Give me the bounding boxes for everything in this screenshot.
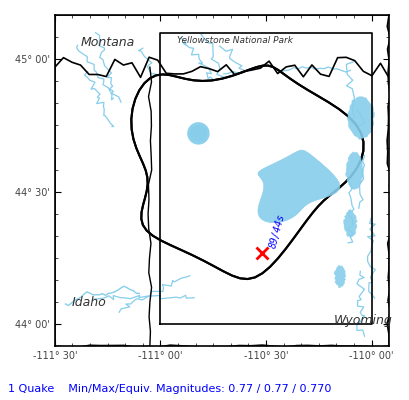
Text: Yellowstone National Park: Yellowstone National Park bbox=[177, 36, 292, 45]
Text: Idaho: Idaho bbox=[72, 296, 106, 309]
Polygon shape bbox=[131, 66, 362, 279]
Polygon shape bbox=[187, 123, 209, 144]
Text: 1 Quake    Min/Max/Equiv. Magnitudes: 0.77 / 0.77 / 0.770: 1 Quake Min/Max/Equiv. Magnitudes: 0.77 … bbox=[8, 384, 331, 394]
Polygon shape bbox=[257, 150, 339, 223]
Polygon shape bbox=[333, 266, 345, 288]
Text: Wyoming: Wyoming bbox=[333, 314, 391, 327]
Text: Montana: Montana bbox=[80, 36, 134, 49]
Polygon shape bbox=[343, 210, 357, 237]
Polygon shape bbox=[189, 126, 207, 141]
Text: 89/44s: 89/44s bbox=[267, 213, 286, 249]
Polygon shape bbox=[344, 152, 363, 190]
Polygon shape bbox=[346, 97, 373, 140]
